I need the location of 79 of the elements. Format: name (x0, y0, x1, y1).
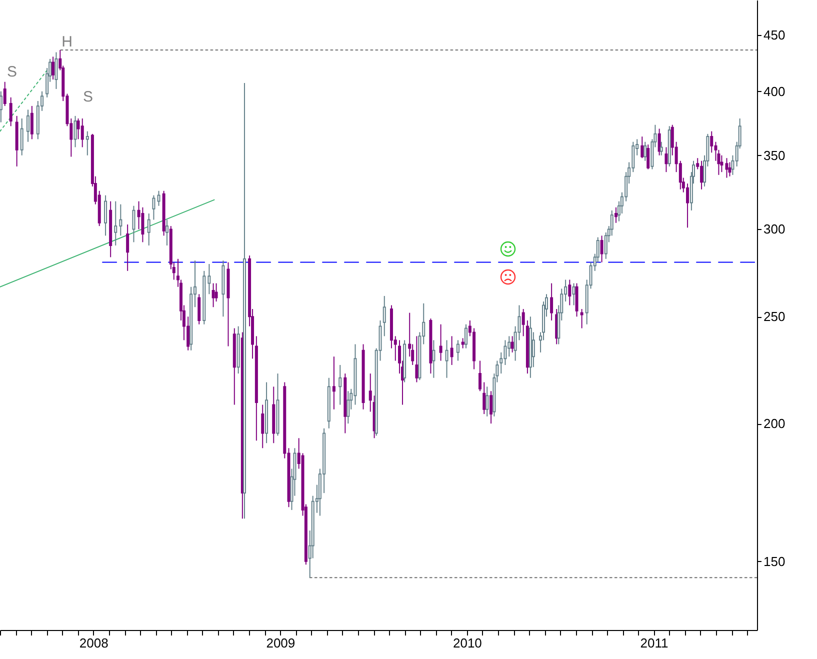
candlestick (445, 340, 448, 378)
y-tick-label: 300 (764, 222, 786, 237)
candlestick (126, 224, 130, 272)
candlestick (464, 324, 468, 349)
y-tick-label: 350 (764, 148, 786, 163)
candlestick (532, 332, 535, 368)
candlestick (658, 128, 661, 156)
candlestick (382, 295, 386, 337)
y-tick-label: 400 (764, 84, 786, 99)
candlestick (54, 52, 58, 90)
candlestick (508, 336, 511, 358)
candlestick (119, 204, 122, 236)
candlestick (214, 282, 218, 302)
candlestick (198, 294, 201, 325)
candlestick (152, 194, 156, 220)
candlestick (368, 373, 372, 412)
candlestick (30, 105, 34, 140)
candlestick (456, 340, 460, 362)
candlestick (208, 264, 211, 295)
candlestick (640, 136, 644, 159)
x-tick-label: 2010 (452, 636, 482, 650)
candlestick (3, 81, 6, 106)
candlestick (728, 162, 732, 177)
candlestick (614, 206, 618, 224)
candlestick (710, 130, 714, 154)
y-tick-label: 150 (764, 554, 786, 569)
x-tick-label: 2011 (640, 636, 668, 650)
x-tick-label: 2009 (266, 636, 296, 650)
candlestick (646, 144, 650, 170)
candlestick (632, 141, 635, 173)
candlestick (664, 146, 668, 173)
candlestick (74, 115, 77, 148)
candlestick (165, 219, 168, 246)
candlestick (580, 308, 584, 329)
candlestick (20, 118, 24, 156)
candlestick (338, 364, 342, 406)
x-tick-label: 2008 (79, 636, 108, 650)
candlestick (486, 386, 489, 417)
y-tick-label: 200 (764, 416, 786, 432)
candlestick (686, 183, 690, 228)
candlestick (212, 282, 215, 308)
candlestick (86, 130, 89, 156)
candlestick (461, 338, 464, 349)
candlestick (644, 141, 647, 162)
candlestick (132, 205, 136, 243)
candlestick (439, 324, 442, 362)
candlestick (572, 282, 576, 306)
candlestick (504, 340, 507, 366)
candlestick (568, 279, 572, 306)
candlestick (76, 118, 80, 140)
y-tick-label: 250 (764, 309, 786, 324)
annotation: H (62, 34, 72, 50)
candlestick (346, 390, 350, 424)
candlestick (600, 235, 604, 263)
annotation: S (82, 88, 94, 106)
candlestick (700, 160, 704, 190)
candlestick (510, 336, 514, 353)
annotation: S (6, 64, 18, 80)
candlestick (332, 356, 336, 410)
candlestick (114, 200, 118, 246)
candlestick (550, 282, 554, 321)
candlestick (80, 118, 84, 148)
candlestick (104, 194, 108, 236)
candlestick (432, 340, 436, 378)
candlestick (725, 158, 728, 178)
candlestick (478, 360, 482, 392)
candlestick (157, 190, 160, 206)
candlestick (261, 404, 264, 449)
candlestick (490, 390, 493, 424)
candlestick (482, 382, 486, 415)
y-tick-label: 450 (764, 27, 786, 42)
candlestick (660, 141, 663, 156)
candlestick (26, 109, 30, 142)
candlestick (52, 56, 55, 80)
candlestick (9, 96, 12, 127)
candlestick (450, 336, 454, 366)
candlestick (147, 213, 150, 246)
candlestick (522, 308, 525, 337)
candlestick (415, 336, 418, 383)
